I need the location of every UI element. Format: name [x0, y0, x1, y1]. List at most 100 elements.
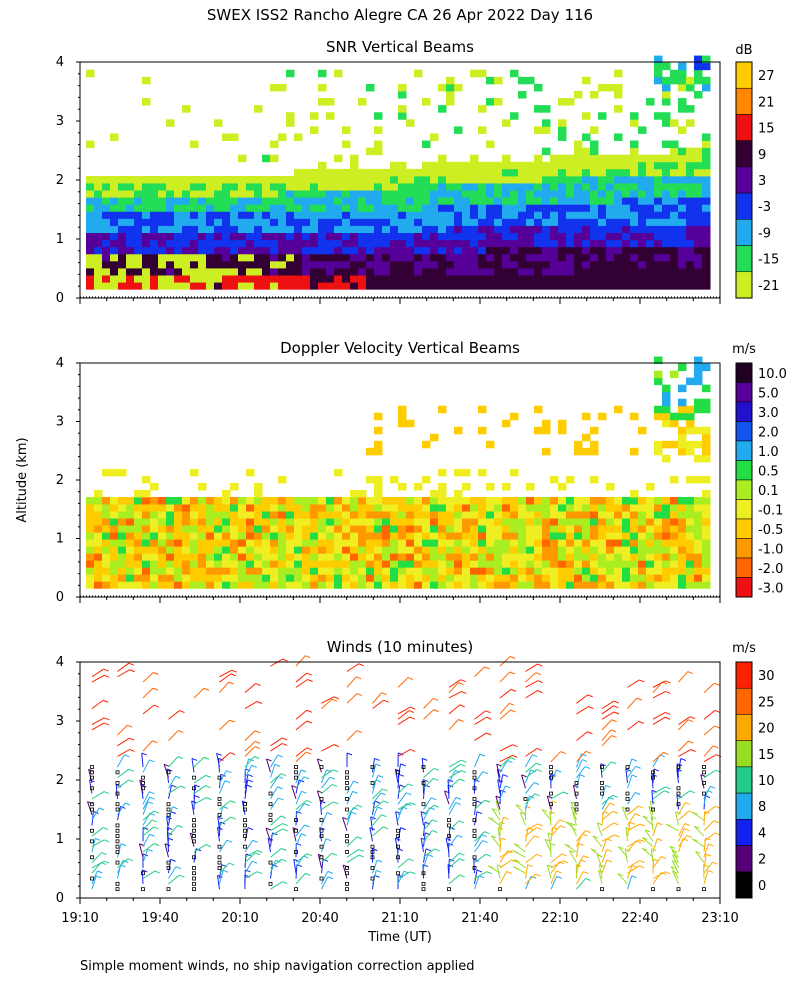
heatmap-cell — [558, 126, 567, 134]
wind-barb — [295, 709, 308, 720]
heatmap-cell — [94, 496, 103, 505]
heatmap-cell — [414, 168, 423, 177]
wind-barb — [142, 801, 149, 815]
heatmap-cell — [430, 225, 439, 234]
heatmap-cell — [438, 567, 447, 575]
heatmap-cell — [342, 239, 351, 248]
heatmap-cell — [342, 190, 351, 198]
heatmap-cell — [454, 560, 463, 568]
heatmap-cell — [590, 161, 599, 170]
heatmap-cell — [94, 204, 103, 212]
wind-barb — [678, 716, 691, 725]
y-tick-label: 2 — [56, 473, 64, 488]
heatmap-cell — [414, 190, 423, 198]
wind-barb-flag — [153, 704, 160, 708]
heatmap-cell — [582, 574, 591, 582]
heatmap-cell — [422, 175, 431, 184]
heatmap-cell — [406, 175, 415, 184]
heatmap-cell — [158, 267, 167, 276]
wind-barb-flag — [425, 848, 432, 852]
heatmap-cell — [446, 239, 455, 248]
heatmap-cell — [582, 183, 591, 191]
heatmap-cell — [182, 567, 191, 575]
heatmap-cell — [382, 267, 391, 276]
heatmap-cell — [486, 525, 495, 533]
heatmap-cell — [270, 225, 279, 234]
wind-barb — [267, 838, 271, 853]
heatmap-cell — [438, 275, 447, 283]
heatmap-cell — [246, 218, 255, 226]
heatmap-cell — [686, 161, 695, 170]
heatmap-cell — [462, 275, 471, 283]
wind-barb-flag — [228, 862, 235, 866]
heatmap-cell — [502, 253, 511, 262]
heatmap-cell — [558, 581, 567, 589]
heatmap-cell — [254, 282, 263, 290]
x-tick-label: 21:10 — [381, 911, 418, 926]
wind-barb-flag — [306, 747, 313, 751]
heatmap-cell — [366, 447, 375, 456]
heatmap-cell — [574, 282, 583, 290]
heatmap-cell — [390, 267, 399, 276]
heatmap-cell — [86, 518, 95, 526]
heatmap-cell — [206, 260, 215, 269]
heatmap-cell — [214, 253, 223, 262]
heatmap-cell — [126, 190, 135, 198]
heatmap-cell — [446, 161, 455, 170]
heatmap-cell — [462, 218, 471, 226]
wind-barb-flag — [686, 834, 692, 838]
heatmap-cell — [542, 239, 551, 248]
wind-barb-flag — [128, 779, 134, 783]
heatmap-cell — [262, 275, 271, 283]
heatmap-cell — [86, 204, 95, 212]
heatmap-cell — [374, 175, 383, 184]
heatmap-cell — [558, 211, 567, 219]
wind-barb — [142, 819, 153, 832]
heatmap-cell — [502, 518, 511, 526]
heatmap-cell — [158, 532, 167, 540]
heatmap-cell — [486, 553, 495, 561]
heatmap-cell — [550, 246, 559, 255]
heatmap-cell — [358, 204, 367, 212]
heatmap-cell — [334, 553, 343, 561]
heatmap-cell — [638, 218, 647, 226]
heatmap-cell — [478, 282, 487, 290]
wind-barb-flag — [432, 819, 438, 823]
heatmap-cell — [510, 412, 519, 421]
wind-barb-flag — [503, 816, 509, 820]
wind-calm-marker — [268, 812, 273, 817]
wind-barb-flag — [506, 871, 512, 874]
heatmap-cell — [342, 567, 351, 575]
heatmap-cell — [326, 246, 335, 255]
heatmap-cell — [550, 161, 559, 170]
wind-barb-flag — [153, 843, 160, 846]
heatmap-cell — [486, 140, 495, 149]
heatmap-cell — [430, 504, 439, 512]
wind-barb-flag — [692, 811, 698, 815]
heatmap-cell — [622, 518, 631, 526]
heatmap-cell — [606, 532, 615, 540]
heatmap-cell — [198, 253, 207, 262]
wind-barb — [397, 806, 403, 821]
heatmap-cell — [686, 76, 695, 85]
heatmap-cell — [462, 546, 471, 554]
heatmap-cell — [94, 511, 103, 519]
heatmap-cell — [582, 168, 591, 177]
heatmap-cell — [670, 567, 679, 575]
heatmap-cell — [486, 267, 495, 276]
heatmap-cell — [558, 98, 567, 106]
heatmap-cell — [598, 112, 607, 120]
heatmap-cell — [694, 454, 703, 463]
heatmap-cell — [694, 90, 703, 99]
heatmap-cell — [678, 539, 687, 547]
heatmap-cell — [654, 112, 663, 120]
wind-barb-flag — [582, 759, 588, 763]
wind-barb — [499, 656, 511, 667]
heatmap-cell — [630, 204, 639, 212]
wind-barb-flag — [432, 830, 438, 833]
wind-calm-marker — [141, 871, 145, 876]
heatmap-cell — [142, 574, 151, 582]
wind-barb — [669, 845, 679, 858]
heatmap-cell — [494, 246, 503, 255]
heatmap-cell — [406, 246, 415, 255]
